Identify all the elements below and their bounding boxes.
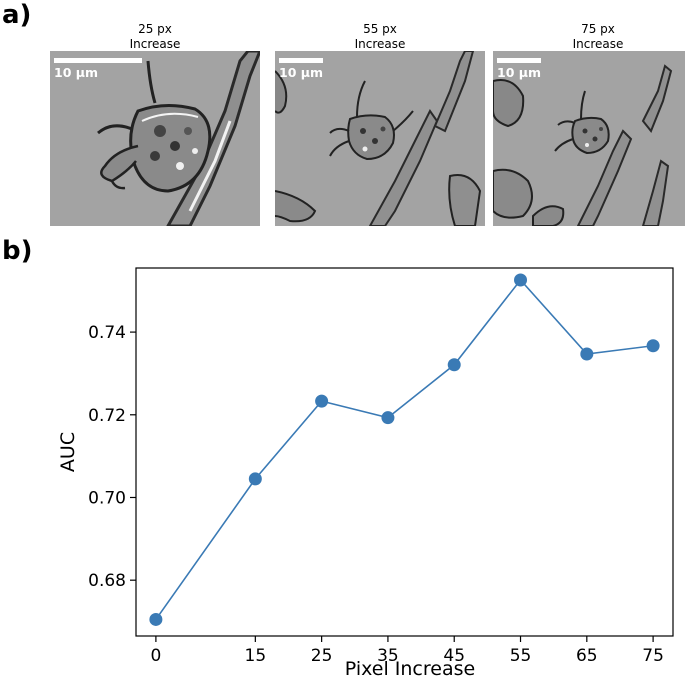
scale-label: 10 µm — [497, 65, 541, 80]
x-axis-label: Pixel Increase — [345, 658, 475, 680]
x-tick-label: 75 — [642, 646, 664, 666]
y-axis: 0.68 0.70 0.72 0.74 — [88, 323, 136, 591]
x-tick-label: 35 — [377, 646, 399, 666]
auc-series-markers — [149, 273, 660, 626]
scale-bar — [497, 58, 541, 63]
panel-a-label: a) — [2, 0, 32, 30]
data-point — [381, 411, 395, 425]
micrograph-title-55: 55 px Increase — [275, 22, 485, 52]
data-point — [514, 273, 528, 287]
micrograph-title-line2: Increase — [354, 37, 406, 51]
y-tick-label: 0.72 — [88, 406, 126, 426]
x-axis: 0 15 25 35 45 55 65 75 — [150, 636, 664, 666]
data-point — [149, 612, 163, 626]
micrograph-55px: 10 µm — [275, 51, 485, 226]
micrograph-title-75: 75 px Increase — [493, 22, 685, 52]
micrograph-title-line1: 55 px — [363, 22, 397, 36]
y-tick-label: 0.68 — [88, 571, 126, 591]
micrograph-title-line2: Increase — [572, 37, 624, 51]
micrograph-title-25: 25 px Increase — [50, 22, 260, 52]
x-tick-label: 0 — [150, 646, 161, 666]
y-axis-label: AUC — [57, 432, 79, 472]
micrograph-title-line2: Increase — [129, 37, 181, 51]
data-point — [447, 358, 461, 372]
scale-label: 10 µm — [279, 65, 323, 80]
x-tick-label: 55 — [510, 646, 532, 666]
y-tick-label: 0.74 — [88, 323, 126, 343]
plot-frame — [135, 267, 674, 637]
cell-image-75 — [493, 51, 685, 226]
panel-b-label: b) — [2, 236, 33, 266]
scale-bar — [54, 58, 142, 63]
auc-line-chart: 0 15 25 35 45 55 65 75 0.68 0.70 0.72 0.74 Pixel I… — [57, 267, 674, 680]
cell-image-25 — [50, 51, 260, 226]
micrograph-25px: 10 µm — [50, 51, 260, 226]
x-tick-label: 65 — [576, 646, 598, 666]
data-point — [248, 472, 262, 486]
scale-label: 10 µm — [54, 65, 98, 80]
micrograph-75px: 10 µm — [493, 51, 685, 226]
x-tick-label: 15 — [245, 646, 267, 666]
y-tick-label: 0.70 — [88, 488, 126, 508]
x-tick-label: 25 — [311, 646, 333, 666]
data-point — [315, 394, 329, 408]
data-point — [646, 339, 660, 353]
auc-series-line — [155, 278, 654, 620]
cell-image-55 — [275, 51, 485, 226]
data-point — [580, 347, 594, 361]
micrograph-title-line1: 75 px — [581, 22, 615, 36]
micrograph-title-line1: 25 px — [138, 22, 172, 36]
scale-bar — [279, 58, 323, 63]
x-tick-label: 45 — [443, 646, 465, 666]
